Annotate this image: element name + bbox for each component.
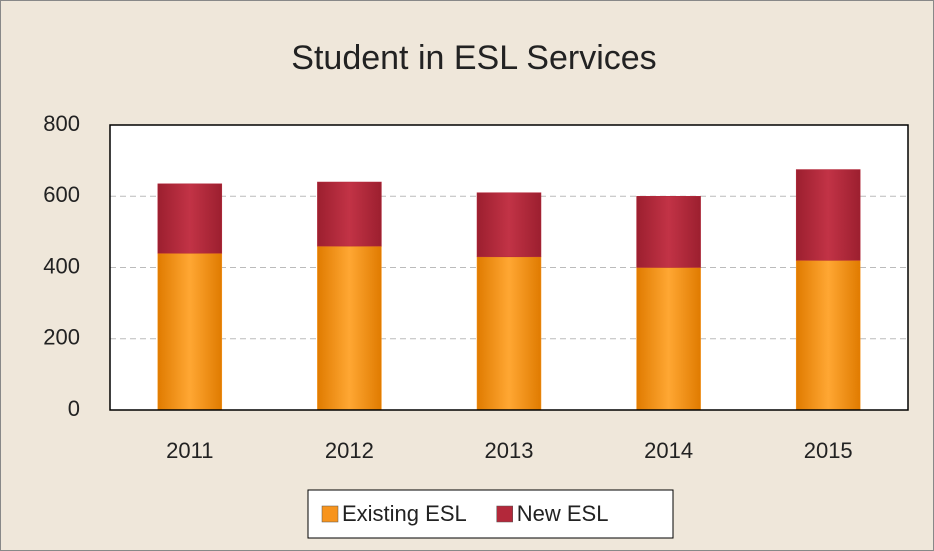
legend-swatch [321, 505, 339, 523]
plot-frame [109, 124, 909, 411]
bar-segment [157, 183, 223, 254]
bar-segment [636, 196, 701, 268]
y-tick-label: 400 [43, 253, 80, 278]
bar-segment [157, 253, 223, 411]
legend-swatch [496, 505, 513, 523]
x-tick-label: 2014 [644, 438, 693, 463]
legend-label: Existing ESL [342, 501, 467, 526]
x-tick-label: 2012 [325, 438, 374, 463]
bar-segment [317, 245, 382, 411]
y-tick-label: 200 [43, 325, 80, 350]
y-tick-label: 800 [43, 111, 80, 136]
chart-title: Student in ESL Services [291, 39, 656, 77]
x-tick-label: 2011 [166, 438, 213, 463]
x-tick-label: 2013 [485, 438, 534, 463]
x-tick-label: 2015 [804, 438, 853, 463]
legend-label: New ESL [517, 501, 609, 526]
bar-segment [636, 267, 701, 411]
bar-segment [795, 260, 861, 411]
bar-segment [476, 192, 542, 258]
bar-segment [317, 181, 382, 247]
y-tick-label: 0 [68, 396, 80, 421]
legend [307, 489, 674, 539]
bar-segment [476, 256, 542, 411]
y-tick-label: 600 [43, 182, 80, 207]
bar-segment [795, 169, 861, 261]
